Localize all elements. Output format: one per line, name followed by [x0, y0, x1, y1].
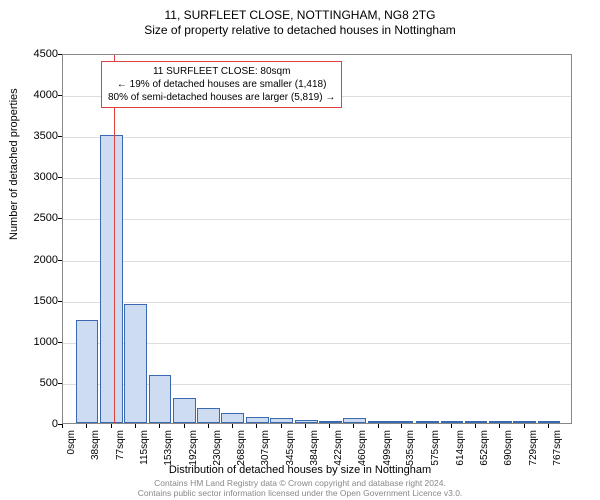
gridline	[63, 219, 571, 220]
reference-marker-line	[114, 55, 115, 423]
callout-line-3: 80% of semi-detached houses are larger (…	[108, 91, 335, 104]
x-tick-mark	[475, 424, 476, 428]
histogram-bar	[100, 135, 123, 423]
x-tick-mark	[62, 424, 63, 428]
histogram-bar	[416, 421, 439, 423]
histogram-bar	[149, 375, 172, 423]
y-tick-label: 500	[40, 377, 58, 389]
footer-line-2: Contains public sector information licen…	[0, 488, 600, 498]
histogram-bar	[319, 421, 342, 423]
y-tick-label: 3500	[34, 130, 58, 142]
chart-title-group: 11, SURFLEET CLOSE, NOTTINGHAM, NG8 2TG …	[0, 0, 600, 37]
x-tick-mark	[499, 424, 500, 428]
histogram-bar	[538, 421, 561, 423]
footer-line-1: Contains HM Land Registry data © Crown c…	[0, 478, 600, 488]
x-tick-mark	[208, 424, 209, 428]
histogram-bar	[343, 418, 366, 423]
y-tick-label: 1500	[34, 295, 58, 307]
x-tick-mark	[305, 424, 306, 428]
y-axis-label: Number of detached properties	[8, 88, 20, 240]
histogram-bar	[197, 408, 220, 423]
x-tick-mark	[353, 424, 354, 428]
y-tick-label: 2000	[34, 254, 58, 266]
x-tick-mark	[135, 424, 136, 428]
footer-attribution: Contains HM Land Registry data © Crown c…	[0, 478, 600, 498]
histogram-bar	[295, 420, 318, 423]
gridline	[63, 302, 571, 303]
x-tick-mark	[159, 424, 160, 428]
x-tick-mark	[281, 424, 282, 428]
x-tick-mark	[548, 424, 549, 428]
histogram-bar	[465, 421, 488, 423]
histogram-bar	[391, 421, 414, 423]
x-tick-mark	[524, 424, 525, 428]
gridline	[63, 261, 571, 262]
x-axis-label: Distribution of detached houses by size …	[0, 464, 600, 476]
gridline	[63, 178, 571, 179]
callout-line-2: ← 19% of detached houses are smaller (1,…	[108, 78, 335, 91]
histogram-plot-area: 11 SURFLEET CLOSE: 80sqm ← 19% of detach…	[62, 54, 572, 424]
x-tick-mark	[184, 424, 185, 428]
chart-title: 11, SURFLEET CLOSE, NOTTINGHAM, NG8 2TG	[0, 8, 600, 22]
y-tick-label: 2500	[34, 212, 58, 224]
histogram-bar	[221, 413, 244, 423]
chart-subtitle: Size of property relative to detached ho…	[0, 23, 600, 37]
x-tick-mark	[451, 424, 452, 428]
histogram-bar	[76, 320, 99, 423]
histogram-bar	[270, 418, 293, 423]
x-tick-mark	[329, 424, 330, 428]
y-tick-label: 4000	[34, 89, 58, 101]
x-tick-mark	[111, 424, 112, 428]
histogram-bar	[173, 398, 196, 423]
histogram-bar	[513, 421, 536, 423]
callout-line-1: 11 SURFLEET CLOSE: 80sqm	[108, 65, 335, 78]
x-tick-mark	[86, 424, 87, 428]
histogram-bar	[124, 304, 147, 423]
histogram-bar	[489, 421, 512, 423]
histogram-bar	[441, 421, 464, 423]
y-tick-label: 4500	[34, 48, 58, 60]
gridline	[63, 137, 571, 138]
x-tick-mark	[378, 424, 379, 428]
histogram-bar	[246, 417, 269, 423]
x-tick-mark	[256, 424, 257, 428]
x-tick-mark	[426, 424, 427, 428]
y-tick-label: 3000	[34, 171, 58, 183]
x-tick-mark	[232, 424, 233, 428]
histogram-bar	[368, 421, 391, 423]
y-tick-label: 1000	[34, 336, 58, 348]
callout-box: 11 SURFLEET CLOSE: 80sqm ← 19% of detach…	[101, 61, 342, 108]
x-tick-mark	[401, 424, 402, 428]
